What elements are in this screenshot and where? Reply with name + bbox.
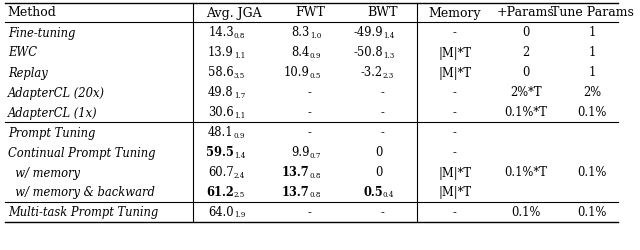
Text: 1.0: 1.0 bbox=[310, 31, 321, 39]
Text: 0: 0 bbox=[376, 166, 383, 179]
Text: -50.8: -50.8 bbox=[353, 46, 383, 59]
Text: 0.9: 0.9 bbox=[234, 131, 245, 139]
Text: |M|*T: |M|*T bbox=[438, 46, 472, 59]
Text: 1: 1 bbox=[589, 26, 596, 39]
Text: w/ memory: w/ memory bbox=[8, 166, 80, 179]
Text: |M|*T: |M|*T bbox=[438, 166, 472, 179]
Text: |M|*T: |M|*T bbox=[438, 186, 472, 199]
Text: 3.5: 3.5 bbox=[234, 71, 245, 79]
Text: 8.3: 8.3 bbox=[291, 26, 310, 39]
Text: 59.5: 59.5 bbox=[206, 146, 234, 159]
Text: 0.1%: 0.1% bbox=[577, 106, 607, 119]
Text: 8.4: 8.4 bbox=[291, 46, 310, 59]
Text: -: - bbox=[308, 126, 312, 139]
Text: 0.4: 0.4 bbox=[383, 191, 394, 199]
Text: 2%: 2% bbox=[583, 86, 601, 99]
Text: 49.8: 49.8 bbox=[208, 86, 234, 99]
Text: Prompt Tuning: Prompt Tuning bbox=[8, 126, 95, 139]
Text: 2.3: 2.3 bbox=[383, 71, 394, 79]
Text: -: - bbox=[453, 26, 457, 39]
Text: 2%*T: 2%*T bbox=[510, 86, 542, 99]
Text: 64.0: 64.0 bbox=[208, 206, 234, 219]
Text: -: - bbox=[453, 146, 457, 159]
Text: -: - bbox=[308, 106, 312, 119]
Text: 60.7: 60.7 bbox=[208, 166, 234, 179]
Text: 0: 0 bbox=[522, 26, 530, 39]
Text: 1.4: 1.4 bbox=[383, 31, 394, 39]
Text: 0.5: 0.5 bbox=[310, 71, 321, 79]
Text: 2.5: 2.5 bbox=[234, 191, 245, 199]
Text: FWT: FWT bbox=[295, 6, 324, 20]
Text: -: - bbox=[453, 86, 457, 99]
Text: 0.1%: 0.1% bbox=[577, 166, 607, 179]
Text: 10.9: 10.9 bbox=[284, 66, 310, 79]
Text: 13.7: 13.7 bbox=[282, 166, 310, 179]
Text: 2: 2 bbox=[522, 46, 529, 59]
Text: BWT: BWT bbox=[367, 6, 398, 20]
Text: 0.8: 0.8 bbox=[310, 171, 321, 179]
Text: -49.9: -49.9 bbox=[353, 26, 383, 39]
Text: 61.2: 61.2 bbox=[206, 186, 234, 199]
Text: |M|*T: |M|*T bbox=[438, 66, 472, 79]
Text: 0.1%: 0.1% bbox=[511, 206, 541, 219]
Text: -3.2: -3.2 bbox=[361, 66, 383, 79]
Text: 1: 1 bbox=[589, 66, 596, 79]
Text: 13.7: 13.7 bbox=[282, 186, 310, 199]
Text: -: - bbox=[453, 126, 457, 139]
Text: Fine-tuning: Fine-tuning bbox=[8, 26, 75, 39]
Text: 48.1: 48.1 bbox=[208, 126, 234, 139]
Text: -: - bbox=[381, 86, 385, 99]
Text: 9.9: 9.9 bbox=[291, 146, 310, 159]
Text: 58.6: 58.6 bbox=[208, 66, 234, 79]
Text: EWC: EWC bbox=[8, 46, 36, 59]
Text: 0.1%: 0.1% bbox=[577, 206, 607, 219]
Text: -: - bbox=[308, 206, 312, 219]
Text: 14.3: 14.3 bbox=[208, 26, 234, 39]
Text: AdapterCL (20x): AdapterCL (20x) bbox=[8, 86, 105, 99]
Text: 13.9: 13.9 bbox=[208, 46, 234, 59]
Text: -: - bbox=[381, 206, 385, 219]
Text: -: - bbox=[453, 106, 457, 119]
Text: 0.5: 0.5 bbox=[363, 186, 383, 199]
Text: 0.9: 0.9 bbox=[310, 51, 321, 59]
Text: 30.6: 30.6 bbox=[208, 106, 234, 119]
Text: Memory: Memory bbox=[429, 6, 481, 20]
Text: 0.1%*T: 0.1%*T bbox=[504, 166, 547, 179]
Text: 0.1%*T: 0.1%*T bbox=[504, 106, 547, 119]
Text: w/ memory & backward: w/ memory & backward bbox=[8, 186, 155, 199]
Text: 0: 0 bbox=[522, 66, 530, 79]
Text: -: - bbox=[308, 86, 312, 99]
Text: Tune Params: Tune Params bbox=[551, 6, 634, 20]
Text: 1.4: 1.4 bbox=[234, 151, 245, 159]
Text: 0.8: 0.8 bbox=[234, 31, 245, 39]
Text: 0.7: 0.7 bbox=[310, 151, 321, 159]
Text: Avg. JGA: Avg. JGA bbox=[206, 6, 262, 20]
Text: 1.3: 1.3 bbox=[383, 51, 394, 59]
Text: 1.9: 1.9 bbox=[234, 211, 245, 219]
Text: 1: 1 bbox=[589, 46, 596, 59]
Text: -: - bbox=[381, 106, 385, 119]
Text: 1.7: 1.7 bbox=[234, 91, 245, 99]
Text: 0: 0 bbox=[376, 146, 383, 159]
Text: 1.1: 1.1 bbox=[234, 111, 245, 119]
Text: 2.4: 2.4 bbox=[234, 171, 245, 179]
Text: Method: Method bbox=[8, 6, 57, 20]
Text: -: - bbox=[381, 126, 385, 139]
Text: Multi-task Prompt Tuning: Multi-task Prompt Tuning bbox=[8, 206, 158, 219]
Text: -: - bbox=[453, 206, 457, 219]
Text: +Params: +Params bbox=[497, 6, 555, 20]
Text: AdapterCL (1x): AdapterCL (1x) bbox=[8, 106, 97, 119]
Text: 0.8: 0.8 bbox=[310, 191, 321, 199]
Text: Continual Prompt Tuning: Continual Prompt Tuning bbox=[8, 146, 156, 159]
Text: Replay: Replay bbox=[8, 66, 47, 79]
Text: 1.1: 1.1 bbox=[234, 51, 245, 59]
